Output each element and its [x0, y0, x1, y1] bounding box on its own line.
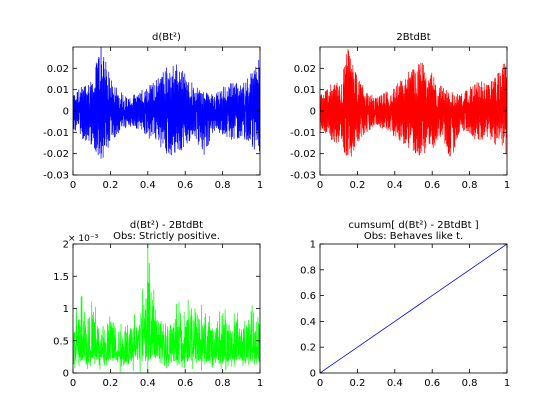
chart-title: 2BtdBt — [396, 32, 430, 43]
chart-title: cumsum[ d(Bt²) - 2BtdBt ] — [348, 220, 478, 231]
y-tick-label: 1 — [63, 304, 69, 315]
y-tick-label: 0.02 — [47, 64, 69, 75]
x-tick-label: 1 — [504, 378, 510, 389]
axes-frame — [319, 243, 508, 374]
x-tick-label: 0.2 — [102, 180, 118, 191]
subplot-4: 0 0.2 0.4 0.6 0.8 1 0 0.2 0.4 0.6 0.8 1 cumsum[ d(Bt… — [300, 220, 510, 389]
x-tick-label: 0.6 — [424, 180, 440, 191]
y-tick-label: -0.01 — [43, 128, 69, 139]
y-tick-label: 0.6 — [300, 291, 316, 302]
y-tick-label: 0.8 — [300, 265, 316, 276]
data-layer — [73, 47, 260, 159]
subplot-2: 0 0.2 0.4 0.6 0.8 1 -0.03 -0.02 -0.01 0 0.01 0.02 2B… — [290, 32, 510, 191]
x-tick-label: 1 — [257, 180, 263, 191]
y-tick-label: 0 — [310, 107, 316, 118]
x-tick-label: 0.2 — [102, 378, 118, 389]
x-tick-label: 0.8 — [462, 378, 478, 389]
y-tick-label: 0 — [63, 369, 69, 380]
series-signal — [320, 51, 507, 157]
y-tick-label: -0.02 — [43, 149, 69, 160]
y-tick-label: 1 — [310, 240, 316, 251]
x-tick-label: 0 — [70, 180, 76, 191]
y-tick-label: 0 — [63, 107, 69, 118]
y-tick-label: 0.02 — [294, 64, 316, 75]
y-exponent-label: × 10⁻³ — [68, 234, 99, 244]
data-layer — [320, 244, 507, 373]
chart-subtitle: Obs: Behaves like t. — [364, 231, 463, 242]
y-tick-label: 0.2 — [300, 343, 316, 354]
series-signal — [73, 263, 260, 373]
y-tick-label: 2 — [63, 240, 69, 251]
x-tick-label: 0.8 — [215, 378, 231, 389]
x-tick-label: 0.4 — [387, 378, 403, 389]
y-tick-label: 1.5 — [53, 272, 69, 283]
x-tick-label: 0.8 — [462, 180, 478, 191]
x-tick-label: 0 — [317, 378, 323, 389]
data-layer — [320, 49, 507, 157]
x-tick-label: 0 — [70, 378, 76, 389]
y-tick-label: 0.5 — [53, 336, 69, 347]
y-tick-label: -0.03 — [43, 171, 69, 182]
x-tick-label: 0.6 — [177, 180, 193, 191]
chart-title: d(Bt²) — [152, 32, 181, 43]
y-tick-label: 0 — [310, 369, 316, 380]
x-tick-label: 0 — [317, 180, 323, 191]
x-tick-label: 0.4 — [387, 180, 403, 191]
x-tick-label: 0.2 — [349, 180, 365, 191]
y-tick-label: 0.01 — [47, 85, 69, 96]
x-tick-label: 0.6 — [177, 378, 193, 389]
x-tick-label: 1 — [504, 180, 510, 191]
series-signal — [73, 56, 260, 159]
chart-title: d(Bt²) - 2BtdBt — [130, 220, 203, 231]
series-line — [320, 244, 507, 373]
x-tick-label: 1 — [257, 378, 263, 389]
y-tick-label: -0.03 — [290, 171, 316, 182]
subplot-3: 0 0.2 0.4 0.6 0.8 1 0 0.5 1 1.5 2× 10⁻³ d(Bt²) - 2B… — [53, 220, 263, 389]
subplot-1: 0 0.2 0.4 0.6 0.8 1 -0.03 -0.02 -0.01 0 0.01 0.02 d(… — [43, 32, 263, 191]
y-tick-label: -0.01 — [290, 128, 316, 139]
y-tick-label: 0.4 — [300, 317, 316, 328]
y-tick-label: -0.02 — [290, 149, 316, 160]
x-tick-label: 0.4 — [140, 180, 156, 191]
x-tick-label: 0.4 — [140, 378, 156, 389]
data-layer — [73, 247, 260, 373]
x-tick-label: 0.6 — [424, 378, 440, 389]
y-tick-label: 0.01 — [294, 85, 316, 96]
chart-subtitle: Obs: Strictly positive. — [113, 231, 220, 242]
x-tick-label: 0.8 — [215, 180, 231, 191]
x-tick-label: 0.2 — [349, 378, 365, 389]
